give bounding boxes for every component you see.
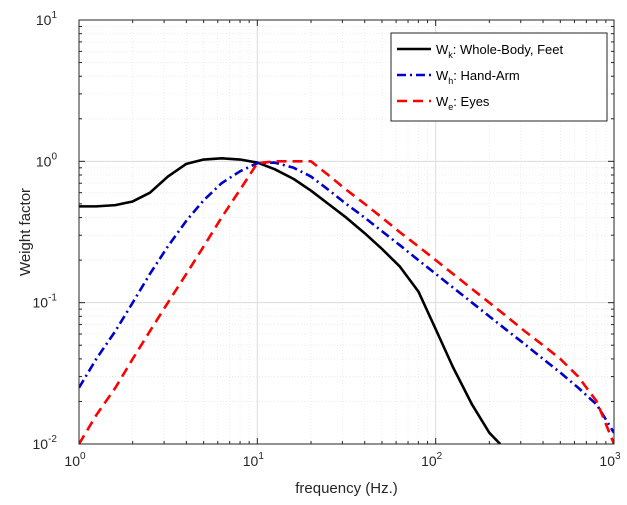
y-tick-label: 10-1 [33,293,58,311]
legend-box [390,32,608,122]
series-line-k [79,157,502,444]
legend-label-h: Wh: Hand-Arm [436,68,520,86]
series-lines [79,157,614,444]
y-tick-label: 100 [36,151,58,169]
y-tick-label: 101 [36,10,58,28]
x-tick-label: 102 [421,451,443,469]
x-tick-label: 100 [64,451,86,469]
y-axis-label: Weight factor [17,188,34,276]
tick-marks [78,19,615,445]
legend-label-k: Wk: Whole-Body, Feet [436,42,563,60]
x-tick-label: 101 [243,451,265,469]
x-tick-label: 103 [599,451,621,469]
y-tick-label: 10-2 [33,434,58,452]
x-axis-label: frequency (Hz.) [295,480,398,497]
legend-label-e: We: Eyes [436,94,490,112]
series-line-e [79,160,614,444]
tick-labels: 100 101 102 103 10-2 10-1 100 101 [33,10,621,469]
legend: Wk: Whole-Body, Feet Wh: Hand-Arm We: Eyes [390,32,608,122]
axes-box [78,19,615,445]
